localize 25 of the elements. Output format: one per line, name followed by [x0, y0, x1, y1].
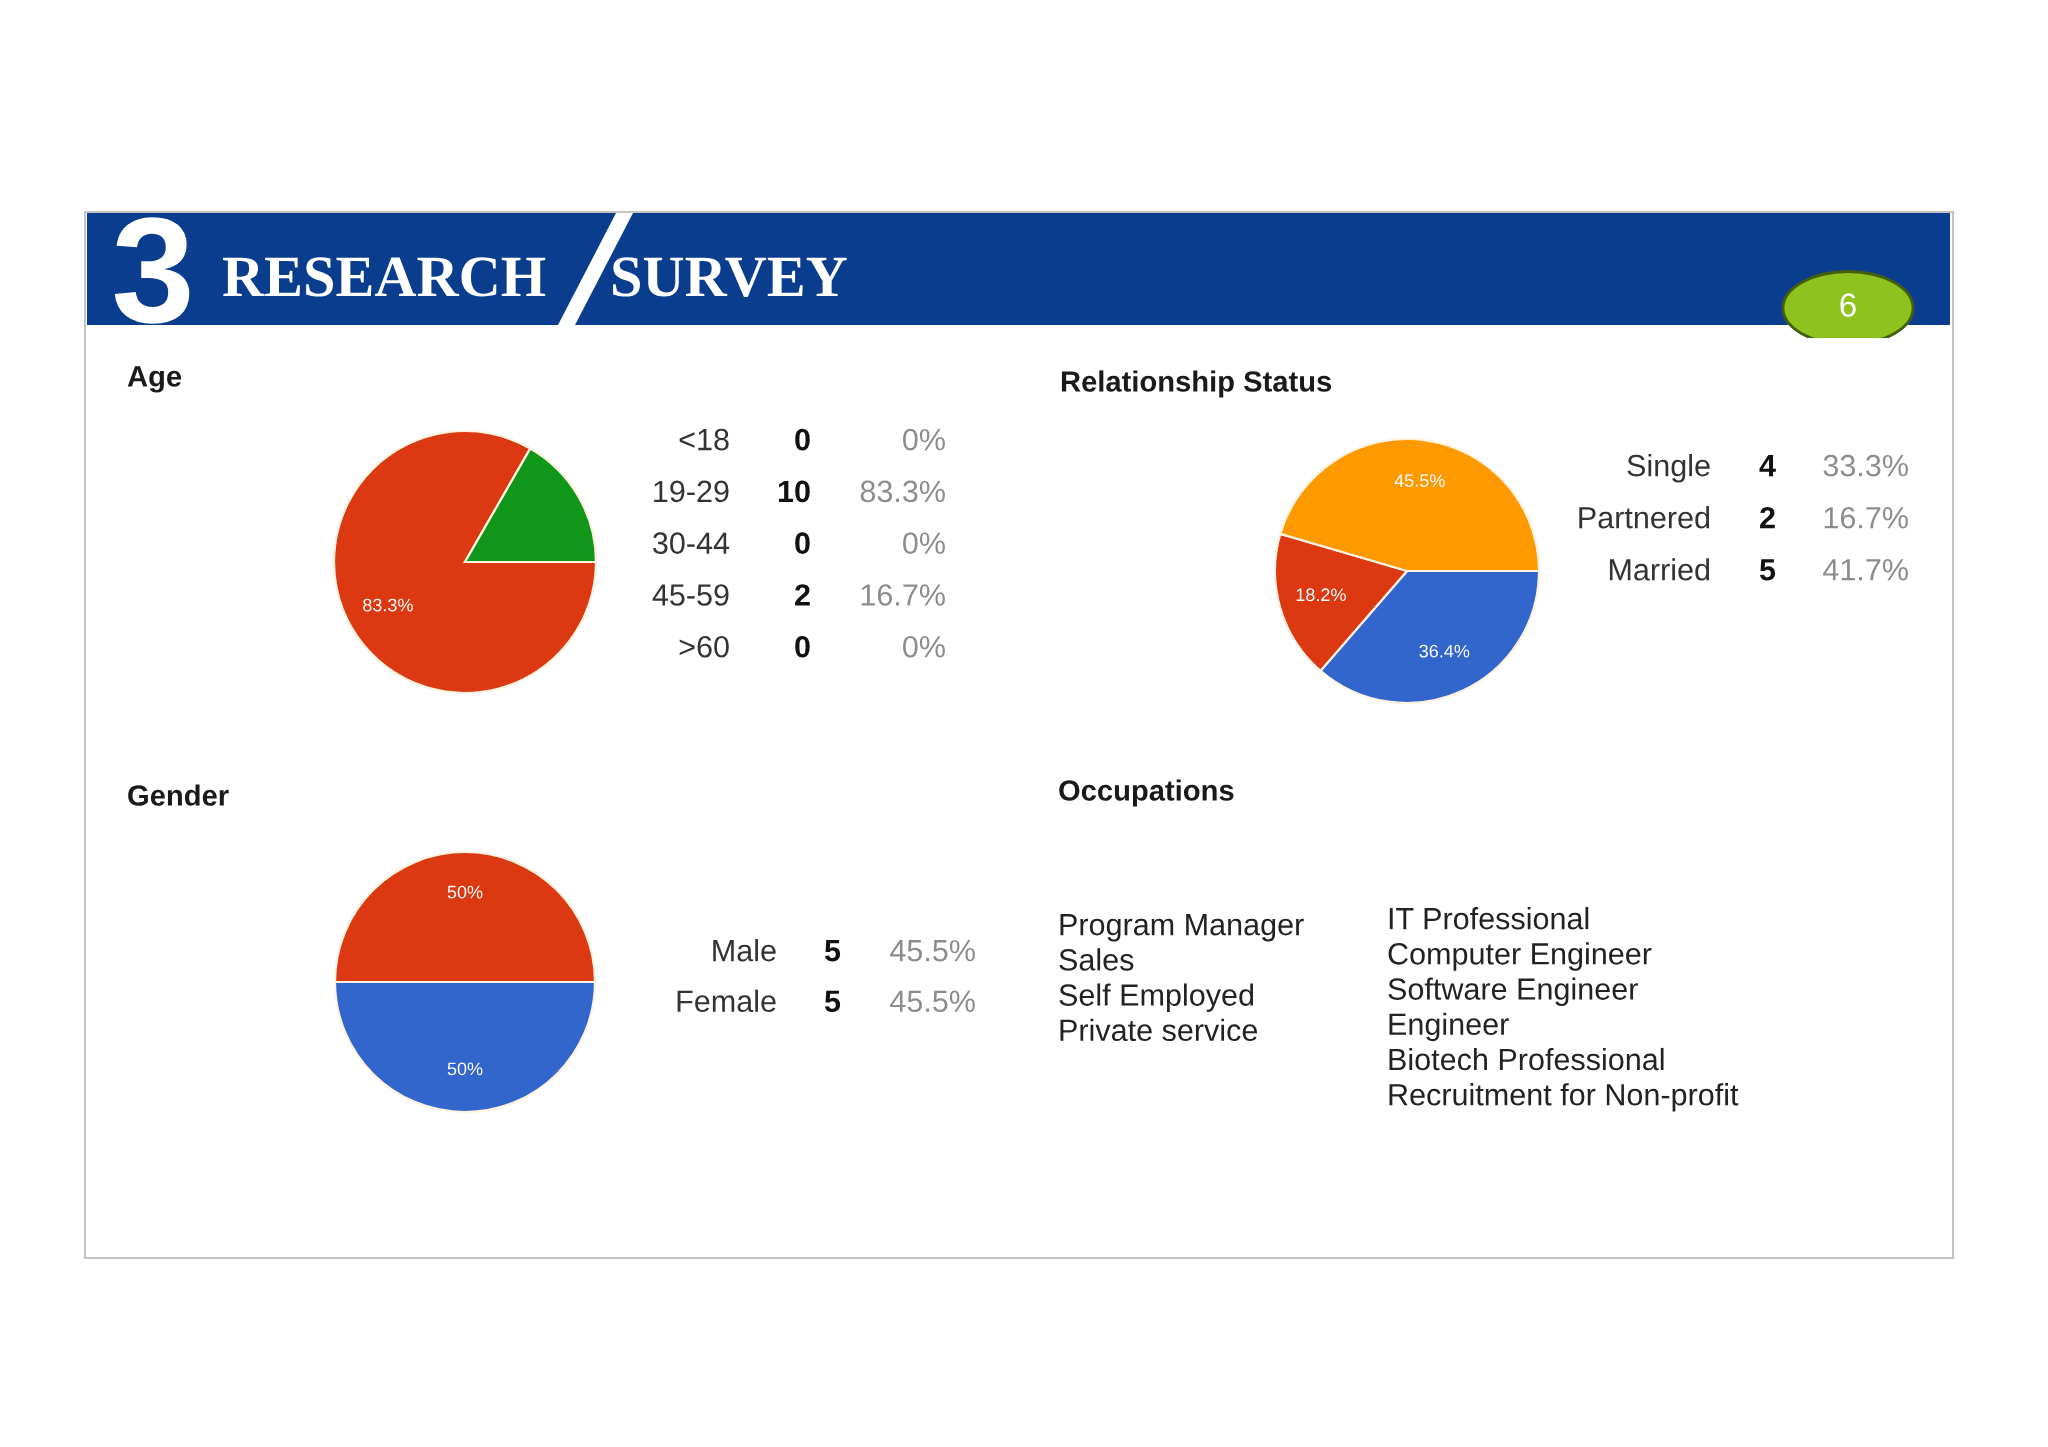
data-label: 45.5% [1394, 474, 1445, 487]
text: Program Manager Sales Self Employed Private service [1059, 914, 1304, 1042]
text: 6 [1840, 293, 1856, 317]
chart-title: Gender [128, 784, 229, 806]
text: 0 10 0 2 0 [778, 428, 810, 658]
chart-title: Relationship Status [1061, 370, 1332, 398]
pie-slice [332, 429, 598, 695]
text: Single Partnered Married [1579, 454, 1710, 581]
chart-title: Age [127, 366, 182, 393]
data-label: 50% [447, 1062, 483, 1076]
data-label: 18.2% [1296, 588, 1346, 602]
text: 33.3% 16.7% 41.7% [1823, 454, 1908, 581]
text: Male Female [677, 939, 776, 1013]
data-label: 83.3% [363, 598, 413, 612]
text: RESEARCH SURVEY [222, 257, 847, 297]
text: Occupations [1059, 779, 1234, 807]
text: 3 [114, 217, 190, 324]
text: 0% 83.3% 0% 16.7% 0% [860, 428, 945, 658]
data-label: 50% [447, 885, 483, 899]
text: 4 2 5 [1759, 455, 1776, 581]
text: 5 5 [824, 940, 841, 1013]
data-label: 36.4% [1419, 644, 1470, 658]
text: 45.5% 45.5% [890, 939, 975, 1013]
text: IT Professional Computer Engineer Software Engineer Engineer Biotech Professional Recruitment for Non-profit [1388, 907, 1739, 1112]
text: <18 19-29 30-44 45-59 >60 [652, 428, 730, 658]
